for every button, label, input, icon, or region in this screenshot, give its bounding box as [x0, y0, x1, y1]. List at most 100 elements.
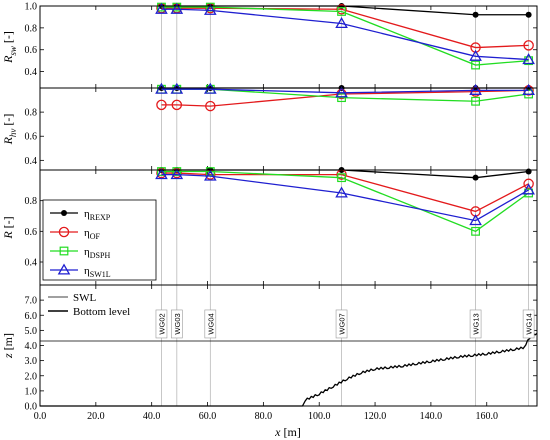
- data-point: [337, 173, 346, 183]
- y-tick-label: 0.8: [25, 108, 38, 119]
- x-tick-label: 100.0: [308, 411, 331, 422]
- data-point: [155, 168, 168, 180]
- data-point: [524, 188, 534, 198]
- gauge-label: WG14: [525, 313, 534, 334]
- gauge-label-box: [204, 309, 217, 339]
- data-point: [335, 186, 348, 198]
- gauge-label-box: [469, 309, 482, 339]
- data-point: [336, 4, 347, 15]
- x-tick-label: 140.0: [420, 411, 443, 422]
- x-tick-label: 40.0: [143, 411, 161, 422]
- y-tick-label: 2.0: [25, 371, 38, 382]
- data-point: [522, 83, 535, 95]
- gauge-label-box: [335, 309, 348, 339]
- data-point: [525, 168, 532, 175]
- series-sw1l: [155, 2, 535, 65]
- legend-label: ηREXP: [84, 208, 111, 222]
- y-tick-label: 1.0: [25, 386, 38, 397]
- gauge-label: WG07: [338, 313, 347, 334]
- data-point: [469, 83, 482, 95]
- data-point: [522, 183, 535, 195]
- legend-series: ηREXP ηOF ηDSPH ηSW1L: [42, 199, 157, 281]
- y-tick-label: 5.0: [25, 326, 38, 337]
- x-tick-label: 120.0: [364, 411, 387, 422]
- data-point: [155, 2, 168, 14]
- y-tick-label: 0.4: [25, 67, 38, 78]
- y-tick-label: 4.0: [25, 341, 38, 352]
- data-point: [337, 7, 346, 16]
- y-tick-label: 0.4: [25, 258, 38, 269]
- series-line: [161, 89, 529, 107]
- series-dsph: [157, 167, 534, 236]
- data-point: [471, 60, 480, 70]
- data-point: [335, 16, 348, 29]
- x-tick-label: 160.0: [475, 411, 498, 422]
- y-axis-label: R [-]: [1, 216, 15, 239]
- x-tick-label: 80.0: [255, 411, 273, 422]
- data-point: [523, 40, 534, 51]
- y-tick-label: 0.6: [25, 132, 38, 143]
- data-point: [472, 11, 479, 18]
- legend-label: Bottom level: [73, 306, 130, 318]
- y-tick-label: 0.4: [25, 156, 38, 167]
- data-point: [170, 168, 184, 180]
- data-point: [522, 53, 535, 65]
- panel-frame: [39, 284, 538, 407]
- gauge-label-box: [171, 309, 183, 339]
- panel-2: 0.4 0.6 0.8 Rhv [-]: [1, 82, 538, 171]
- gauge-label: WG13: [472, 313, 481, 334]
- data-point: [204, 169, 217, 181]
- data-point: [525, 11, 532, 18]
- panel-1: 0.4 0.6 0.8 1.0 Rsw [-]: [1, 2, 538, 89]
- series-sw1l: [155, 168, 535, 226]
- y-tick-label: 7.0: [25, 296, 38, 307]
- data-point: [336, 88, 347, 100]
- data-point: [204, 3, 217, 15]
- data-point: [156, 99, 167, 111]
- x-tick-label: 60.0: [199, 411, 217, 422]
- data-point: [205, 100, 216, 112]
- y-axis-label: z [m]: [1, 333, 15, 359]
- x-axis-label: x [m]: [274, 425, 301, 439]
- data-point: [171, 99, 183, 111]
- data-point: [470, 86, 481, 97]
- y-tick-label: 0.8: [25, 23, 38, 34]
- data-point: [170, 2, 184, 14]
- data-point: [469, 49, 482, 61]
- y-tick-label: 0.8: [25, 196, 38, 207]
- y-axis-label: Rsw [-]: [1, 31, 18, 64]
- series-line: [161, 170, 530, 233]
- gauge-label: WG02: [157, 313, 166, 334]
- panel-3: 0.4 0.6 0.8 R [-] ηREXP ηOF ηDSPH ηSW1L: [1, 167, 538, 286]
- data-point: [170, 82, 184, 94]
- data-point: [472, 174, 479, 181]
- data-point: [155, 82, 168, 94]
- gauge-label: WG03: [173, 313, 182, 334]
- panel-4: 0.0 1.0 2.0 3.0 4.0 5.0 6.0 7.0 z [m] WG02 WG03 WG0…: [1, 284, 538, 422]
- gauge-label-box: [522, 309, 535, 339]
- gauge-label-box: [155, 309, 168, 339]
- legend-marker: [57, 263, 71, 275]
- data-point: [337, 93, 346, 103]
- x-tick-label: 0.0: [34, 411, 47, 422]
- legend-label: ηDSPH: [84, 246, 110, 260]
- legend-label: ηSW1L: [84, 265, 111, 279]
- x-tick-label: 20.0: [87, 411, 105, 422]
- data-point: [469, 214, 482, 226]
- data-point: [335, 86, 348, 98]
- legend-label: ηOF: [84, 227, 101, 241]
- series-of: [156, 85, 534, 112]
- data-point: [205, 167, 215, 176]
- data-point: [157, 167, 166, 176]
- y-axis-label: Rhv [-]: [1, 114, 18, 146]
- legend-marker: [61, 210, 67, 216]
- gauge-label: WG04: [206, 313, 215, 334]
- y-tick-label: 0.0: [25, 402, 38, 413]
- series-line: [161, 6, 529, 66]
- data-point: [523, 178, 534, 190]
- data-point: [471, 226, 480, 236]
- y-tick-label: 1.0: [25, 2, 38, 13]
- legend-bathymetry: SWL Bottom level: [48, 292, 130, 318]
